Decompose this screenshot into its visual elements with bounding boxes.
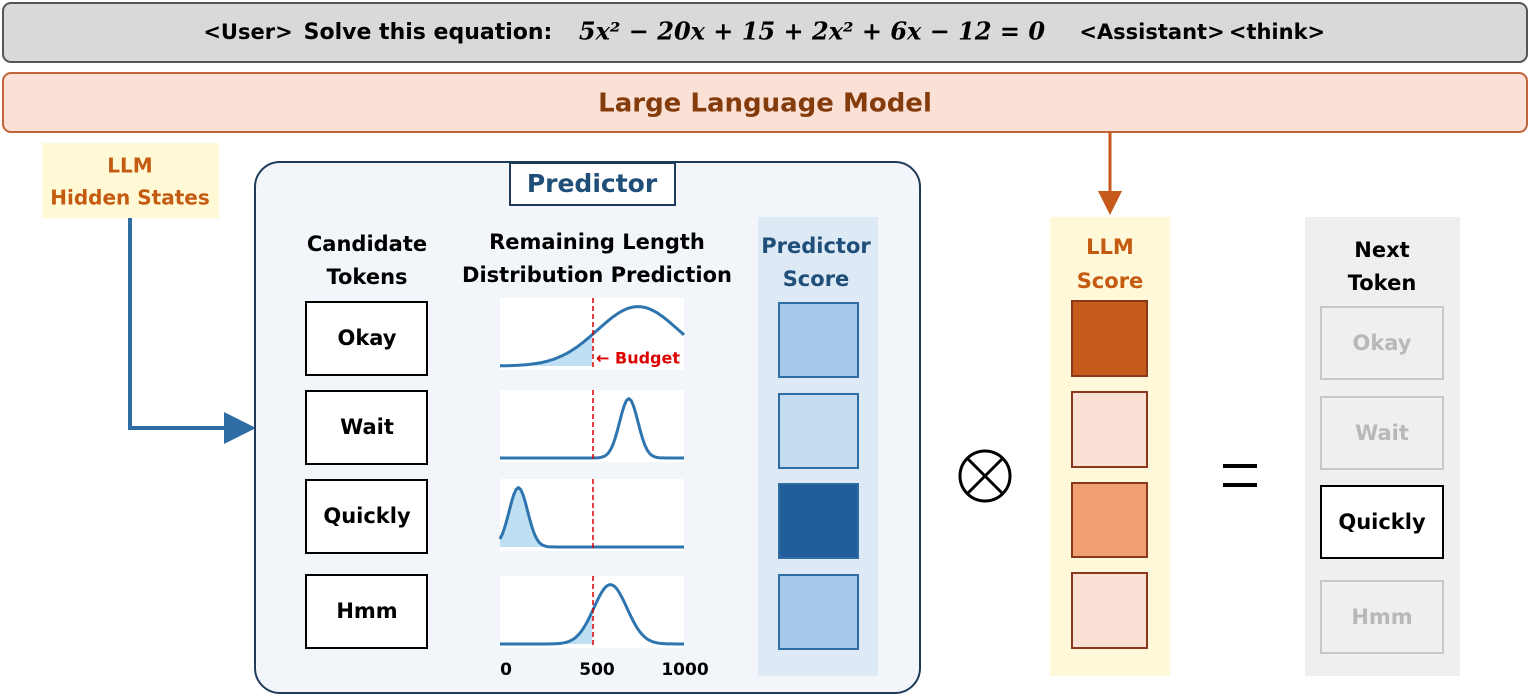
- predictor-score-cell: [778, 393, 859, 469]
- axis-tick-label: 500: [579, 660, 615, 680]
- predictor-score-cell: [778, 574, 859, 650]
- multiply-operator: [958, 449, 1012, 503]
- column-header: Next: [1354, 238, 1409, 262]
- candidate-box: [305, 301, 428, 376]
- hidden-states-label: LLM: [107, 154, 152, 178]
- prompt-assistant: <Assistant>: [1079, 20, 1224, 44]
- predictor-score-cell: [778, 302, 859, 378]
- candidate-box: [305, 574, 428, 649]
- next-token: Hmm: [1351, 605, 1412, 629]
- distribution-curve: [498, 485, 684, 549]
- hidden-states-box: [42, 143, 219, 218]
- column-header: Token: [1348, 271, 1417, 295]
- llm-title: Large Language Model: [598, 89, 932, 119]
- distribution-curve: [500, 305, 686, 368]
- hidden-states-label: Hidden States: [50, 186, 209, 210]
- column-header: Score: [783, 267, 850, 291]
- column-header: Predictor: [761, 234, 871, 258]
- candidate-token: Hmm: [336, 599, 397, 623]
- shaded-area: [500, 334, 592, 366]
- shaded-area: [500, 487, 592, 547]
- prompt-equation: 5x² − 20x + 15 + 2x² + 6x − 12 = 0: [579, 17, 1045, 46]
- distribution-curve: [500, 396, 684, 460]
- column-header: Remaining Length: [489, 230, 705, 254]
- column-header: LLM: [1086, 235, 1134, 259]
- next-token-box: [1320, 306, 1444, 380]
- candidate-token: Okay: [337, 326, 396, 350]
- plot-area: [500, 390, 684, 462]
- predictor-title: Predictor: [527, 169, 658, 198]
- axis-tick-label: 0: [500, 660, 512, 680]
- next-token: Okay: [1352, 331, 1411, 355]
- next-token-box: [1320, 485, 1444, 559]
- budget-label: ← Budget: [596, 349, 680, 368]
- distribution-curve: [500, 583, 684, 646]
- llm-bar: [2, 72, 1528, 133]
- next-token: Quickly: [1338, 510, 1426, 534]
- next-token-box: [1320, 580, 1444, 654]
- prompt-think: <think>: [1229, 20, 1325, 44]
- prompt-bar: [2, 2, 1528, 63]
- column-header: Score: [1077, 269, 1144, 293]
- llm-score-cell: [1071, 391, 1148, 468]
- llm-score-cell: [1071, 482, 1148, 558]
- next-token: Wait: [1355, 421, 1409, 445]
- llm-score-cell: [1071, 572, 1148, 649]
- column-header: Distribution Prediction: [462, 263, 732, 287]
- predictor-score-cell: [778, 483, 859, 559]
- next-token-box: [1320, 396, 1444, 470]
- shaded-area: [500, 612, 592, 644]
- candidate-box: [305, 390, 428, 465]
- next-token-column: [1305, 217, 1460, 676]
- axis-tick-label: 1000: [661, 660, 708, 680]
- column-header: Tokens: [326, 265, 407, 289]
- prompt-text: Solve this equation:: [304, 20, 553, 45]
- llm-score-cell: [1071, 300, 1148, 377]
- equals-operator: [1223, 464, 1257, 487]
- prompt-user: <User>: [203, 20, 292, 44]
- candidate-token: Wait: [340, 415, 394, 439]
- predictor-title-box: [509, 162, 676, 206]
- arrow: [128, 218, 256, 444]
- candidate-token: Quickly: [323, 504, 411, 528]
- column-header: Candidate: [307, 232, 427, 256]
- candidate-box: [305, 479, 428, 554]
